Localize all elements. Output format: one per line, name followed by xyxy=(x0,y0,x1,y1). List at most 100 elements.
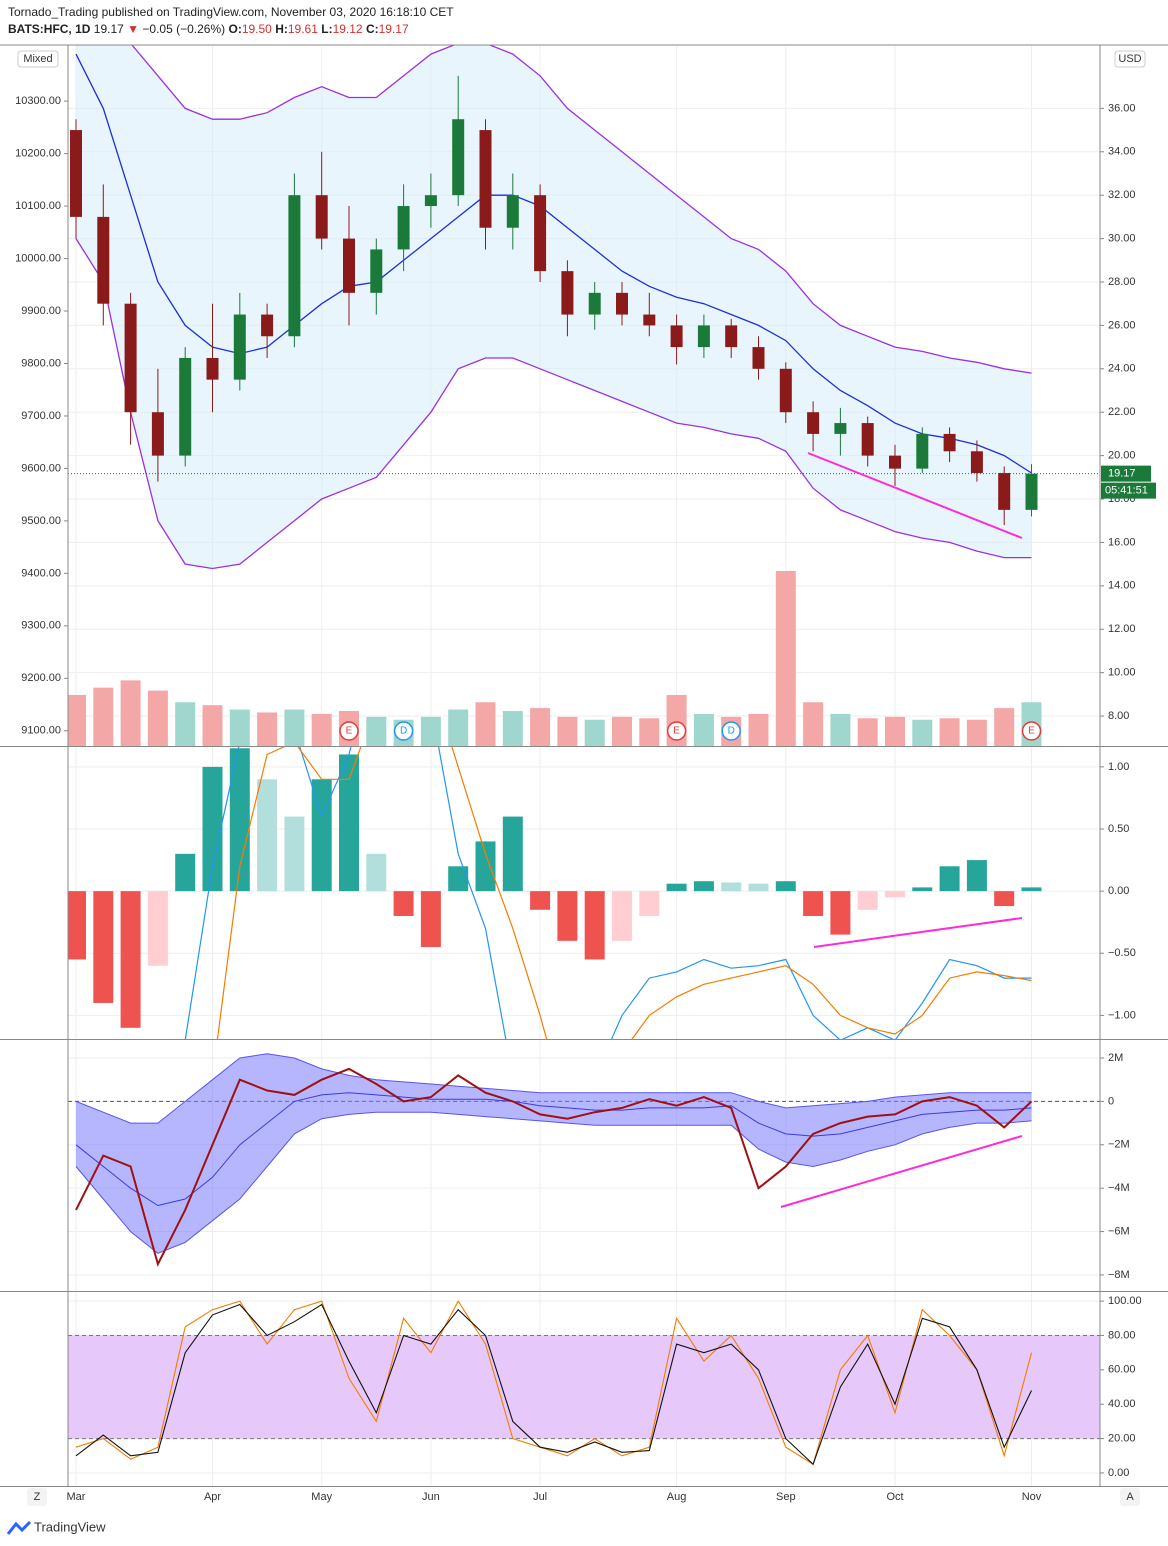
candle-body xyxy=(861,423,874,456)
event-marker xyxy=(393,721,414,741)
symbol: BATS:HFC, 1D xyxy=(8,22,91,36)
currency: USD xyxy=(1118,53,1141,65)
y-tick-label: 60.00 xyxy=(1108,1364,1136,1376)
volume-bar xyxy=(584,719,605,746)
y2-tick-label: 9700.00 xyxy=(21,410,61,422)
countdown-box xyxy=(1101,482,1156,499)
y-tick-label: 32.00 xyxy=(1108,189,1136,201)
histogram-bar xyxy=(666,883,687,892)
x-tick-label: Aug xyxy=(667,1491,687,1503)
macd-line xyxy=(216,747,1032,1039)
histogram-bar xyxy=(857,891,878,910)
indicator-line xyxy=(75,238,1032,570)
histogram-bar xyxy=(775,881,796,892)
candle-body xyxy=(752,347,765,369)
y2-tick-label: 9400.00 xyxy=(21,567,61,579)
macd-plot xyxy=(68,747,1042,1039)
histogram-bar xyxy=(175,853,196,892)
candle-body xyxy=(70,130,82,217)
z-button[interactable] xyxy=(27,1488,47,1506)
band-fill xyxy=(76,1053,1032,1254)
histogram-bar xyxy=(693,881,714,892)
volume-bar xyxy=(830,713,851,746)
histogram-bar xyxy=(1021,887,1042,892)
stoch-plot xyxy=(68,1300,1100,1466)
y-tick-label: 12.00 xyxy=(1108,623,1136,635)
a-button[interactable] xyxy=(1120,1488,1140,1506)
band-fill xyxy=(68,1335,1100,1439)
volume-bar xyxy=(912,719,933,746)
obv-line xyxy=(75,1092,1032,1207)
x-tick-label: Jul xyxy=(533,1491,547,1503)
event-label: D xyxy=(400,726,407,737)
last: 19.17 xyxy=(93,22,124,36)
y-tick-label: 34.00 xyxy=(1108,146,1136,158)
volume-bar xyxy=(803,702,824,746)
volume-bar xyxy=(939,718,960,746)
volume-bar xyxy=(147,690,168,746)
candle-body xyxy=(1025,473,1038,510)
candle-body xyxy=(506,195,519,228)
y2-tick-label: 10000.00 xyxy=(15,252,61,264)
candle-body xyxy=(397,206,410,250)
x-tick-label: Nov xyxy=(1022,1491,1042,1503)
high: 19.61 xyxy=(287,22,318,36)
volume-bar xyxy=(557,716,578,746)
candle-body xyxy=(643,314,656,326)
volume-bar xyxy=(966,719,987,746)
x-tick-label: Apr xyxy=(204,1491,221,1503)
candle-body xyxy=(124,303,137,413)
scale-mode-button[interactable] xyxy=(17,50,59,68)
candle-body xyxy=(479,130,492,228)
y-tick-label: 0.00 xyxy=(1108,1467,1129,1479)
candle-body xyxy=(998,472,1011,510)
l-label: L: xyxy=(321,22,333,36)
y-tick-label: 26.00 xyxy=(1108,319,1136,331)
logo-icon xyxy=(6,1520,32,1535)
price-plot xyxy=(68,45,1042,746)
stoch-line xyxy=(75,1303,1032,1466)
down-arrow: ▼ xyxy=(127,22,140,36)
y-tick-label: 1.00 xyxy=(1108,761,1129,773)
histogram-bar xyxy=(475,841,496,892)
o-label: O: xyxy=(228,22,242,36)
obv-plot xyxy=(68,1053,1100,1267)
candle-body xyxy=(889,455,901,469)
countdown-label: 05:41:51 xyxy=(1105,485,1148,497)
volume-bar xyxy=(257,712,278,746)
histogram-bar xyxy=(284,816,305,892)
histogram-bar xyxy=(120,891,141,1028)
y-tick-label: 0.00 xyxy=(1108,885,1129,897)
y-tick-label: 2M xyxy=(1108,1052,1123,1064)
candle-body xyxy=(670,325,683,348)
volume-bar xyxy=(475,702,496,746)
y2-tick-label: 9800.00 xyxy=(21,357,61,369)
y2-tick-label: 9600.00 xyxy=(21,462,61,474)
candle-body xyxy=(834,423,847,434)
volume-bar xyxy=(284,709,305,746)
y-tick-label: 36.00 xyxy=(1108,102,1136,114)
y-tick-label: 20.00 xyxy=(1108,450,1136,462)
volume-bar xyxy=(994,708,1015,746)
publisher: Tornado_Trading published on TradingView… xyxy=(8,5,454,19)
candle-body xyxy=(534,195,547,272)
band-edge xyxy=(75,1111,1032,1254)
currency-button[interactable] xyxy=(1114,50,1146,68)
histogram-bar xyxy=(393,891,414,916)
trendline xyxy=(780,1135,1023,1208)
y-tick-label: 28.00 xyxy=(1108,276,1136,288)
event-label: E xyxy=(673,726,680,737)
y-tick-label: 14.00 xyxy=(1108,580,1136,592)
volume-bar xyxy=(885,716,905,746)
y-tick-label: 8.00 xyxy=(1108,710,1129,722)
y-tick-label: −6M xyxy=(1108,1225,1130,1237)
histogram-bar xyxy=(502,816,523,892)
band-edge xyxy=(75,1053,1032,1124)
candle-body xyxy=(452,119,465,196)
candle-body xyxy=(233,314,246,380)
histogram-bar xyxy=(803,891,824,916)
y-tick-label: 40.00 xyxy=(1108,1398,1136,1410)
x-tick-label: May xyxy=(311,1491,332,1503)
y-tick-label: 20.00 xyxy=(1108,1432,1136,1444)
